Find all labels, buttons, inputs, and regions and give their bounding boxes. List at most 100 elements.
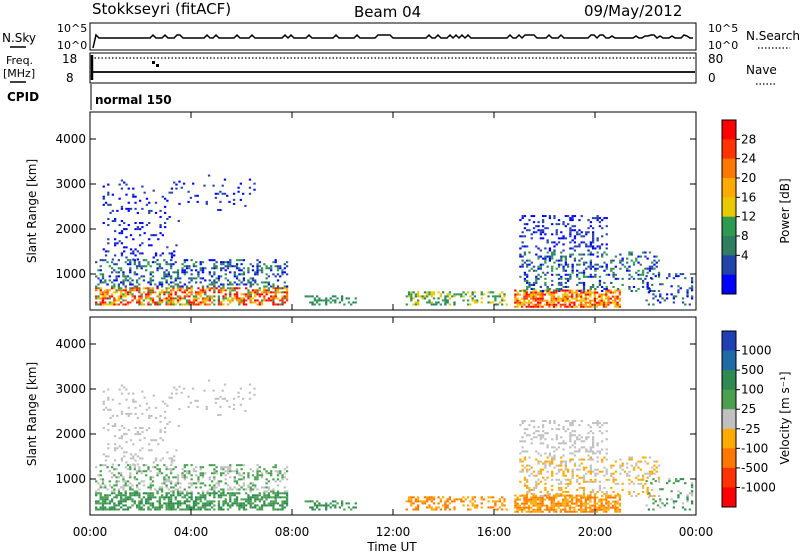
velocity-cell <box>591 432 595 435</box>
velocity-cell <box>580 508 583 511</box>
velocity-cell <box>591 480 595 483</box>
velocity-cell <box>185 492 189 495</box>
velocity-cell <box>256 478 259 481</box>
velocity-cell <box>176 480 180 483</box>
velocity-cell <box>242 478 246 481</box>
power-cell <box>170 289 173 292</box>
power-cell <box>276 291 280 294</box>
power-cell <box>334 295 337 298</box>
velocity-cell <box>655 470 658 473</box>
velocity-cell <box>521 460 524 463</box>
power-cell <box>564 215 567 218</box>
power-cell <box>176 269 180 272</box>
velocity-cell <box>254 494 257 497</box>
power-cell <box>129 283 132 286</box>
power-cell <box>196 200 199 203</box>
power-cell <box>281 295 284 298</box>
velocity-cell <box>573 450 577 453</box>
power-cell <box>151 299 155 302</box>
velocity-cell <box>163 476 166 479</box>
power-cell <box>183 289 186 292</box>
power-cell <box>117 259 121 262</box>
velocity-cell <box>496 500 499 503</box>
velocity-cell <box>145 492 148 495</box>
velocity-cell <box>97 500 100 503</box>
power-cell <box>223 192 227 195</box>
velocity-cell <box>208 464 211 467</box>
velocity-cell <box>192 502 196 505</box>
power-cell <box>204 293 207 296</box>
velocity-cell <box>270 470 273 473</box>
velocity-cell <box>102 390 105 393</box>
power-cell <box>416 299 420 302</box>
velocity-cell <box>101 486 105 489</box>
velocity-cell <box>569 438 572 441</box>
velocity-cell <box>575 494 578 497</box>
power-cell <box>532 215 536 218</box>
power-cell <box>148 238 151 241</box>
power-cell <box>215 265 218 268</box>
power-cell <box>129 267 132 270</box>
velocity-cell <box>239 387 243 390</box>
velocity-cell <box>566 498 569 501</box>
velocity-cell <box>518 498 522 501</box>
power-cell <box>170 275 173 278</box>
power-cell <box>233 295 236 298</box>
power-cell <box>585 267 588 270</box>
velocity-cell <box>254 496 257 499</box>
velocity-cell <box>309 500 312 503</box>
velocity-cell <box>272 466 275 469</box>
power-cell <box>188 287 191 290</box>
velocity-cell <box>426 496 429 499</box>
velocity-cell <box>107 398 110 401</box>
power-cell <box>138 244 142 247</box>
power-cell <box>129 271 132 274</box>
velocity-cell <box>115 484 118 487</box>
velocity-cell <box>564 494 567 497</box>
power-cell <box>496 303 499 306</box>
power-cell <box>343 303 346 306</box>
velocity-cell <box>115 504 118 507</box>
power-cell <box>594 273 597 276</box>
velocity-cell <box>657 480 661 483</box>
velocity-cell <box>621 468 624 471</box>
velocity-cell <box>135 472 139 475</box>
power-cell <box>430 301 433 304</box>
velocity-cell <box>435 508 438 511</box>
velocity-cell <box>256 496 259 499</box>
velocity-cell <box>251 488 255 491</box>
power-cell <box>618 303 622 306</box>
velocity-cell <box>157 443 160 446</box>
power-cell <box>526 287 529 290</box>
power-cell <box>115 299 118 302</box>
power-cell <box>532 305 535 308</box>
velocity-cell <box>213 508 216 511</box>
power-cell <box>219 200 222 203</box>
velocity-cell <box>242 506 246 509</box>
velocity-cell <box>653 472 656 475</box>
power-cell <box>285 273 289 276</box>
velocity-cell <box>630 494 633 497</box>
power-cell <box>526 275 529 278</box>
power-cell <box>145 269 148 272</box>
power-cell <box>247 279 250 282</box>
y-tick-label: 2000 <box>55 222 86 236</box>
velocity-cell <box>206 490 209 493</box>
power-cell <box>238 283 241 286</box>
power-cell <box>116 209 119 212</box>
power-cell <box>530 215 533 218</box>
velocity-cell <box>206 502 209 505</box>
velocity-cell <box>612 490 615 493</box>
power-cell <box>138 283 141 286</box>
velocity-cell <box>532 504 535 507</box>
power-cell <box>347 301 351 304</box>
velocity-cell <box>605 506 608 509</box>
velocity-cell <box>152 461 155 464</box>
velocity-cell <box>586 502 590 505</box>
power-cell <box>228 200 231 203</box>
power-cell <box>430 293 433 296</box>
velocity-cell <box>564 466 567 469</box>
velocity-cell <box>220 468 223 471</box>
power-cell <box>519 253 522 256</box>
